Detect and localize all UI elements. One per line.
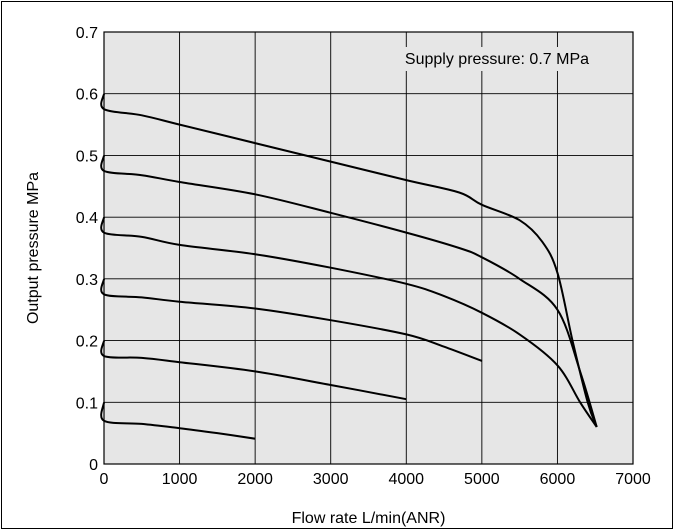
x-tick-label: 2000 [237,471,273,488]
plot-border [103,31,634,465]
series-line-3 [100,216,598,428]
supply-pressure-annotation: Supply pressure: 0.7 MPa [405,51,589,68]
x-tick-labels: 0 1000 2000 3000 4000 5000 6000 7000 [100,471,651,488]
y-tick-label: 0.2 [76,334,98,351]
annotation-background [374,47,619,71]
x-tick-label: 5000 [464,471,500,488]
x-tick-label: 1000 [162,471,198,488]
y-tick-label: 0 [89,457,98,474]
plot-area [104,32,633,464]
x-tick-label: 6000 [540,471,576,488]
y-tick-label: 0.1 [76,395,98,412]
series-line-1 [100,93,598,428]
x-tick-label: 0 [100,471,109,488]
y-tick-label: 0.6 [76,87,98,104]
x-tick-label: 7000 [615,471,651,488]
x-tick-label: 3000 [313,471,349,488]
grid-lines [104,32,633,464]
y-tick-label: 0.5 [76,148,98,165]
y-axis-title: Output pressure MPa [25,172,42,324]
y-tick-labels: 0 0.1 0.2 0.3 0.4 0.5 0.6 0.7 [76,25,98,474]
x-axis-title: Flow rate L/min(ANR) [292,510,446,527]
series-line-2 [100,155,598,428]
series-line-6 [100,402,256,440]
x-tick-label: 4000 [388,471,424,488]
y-tick-label: 0.3 [76,272,98,289]
y-tick-label: 0.7 [76,25,98,42]
series-line-4 [100,278,483,362]
y-tick-label: 0.4 [76,210,98,227]
